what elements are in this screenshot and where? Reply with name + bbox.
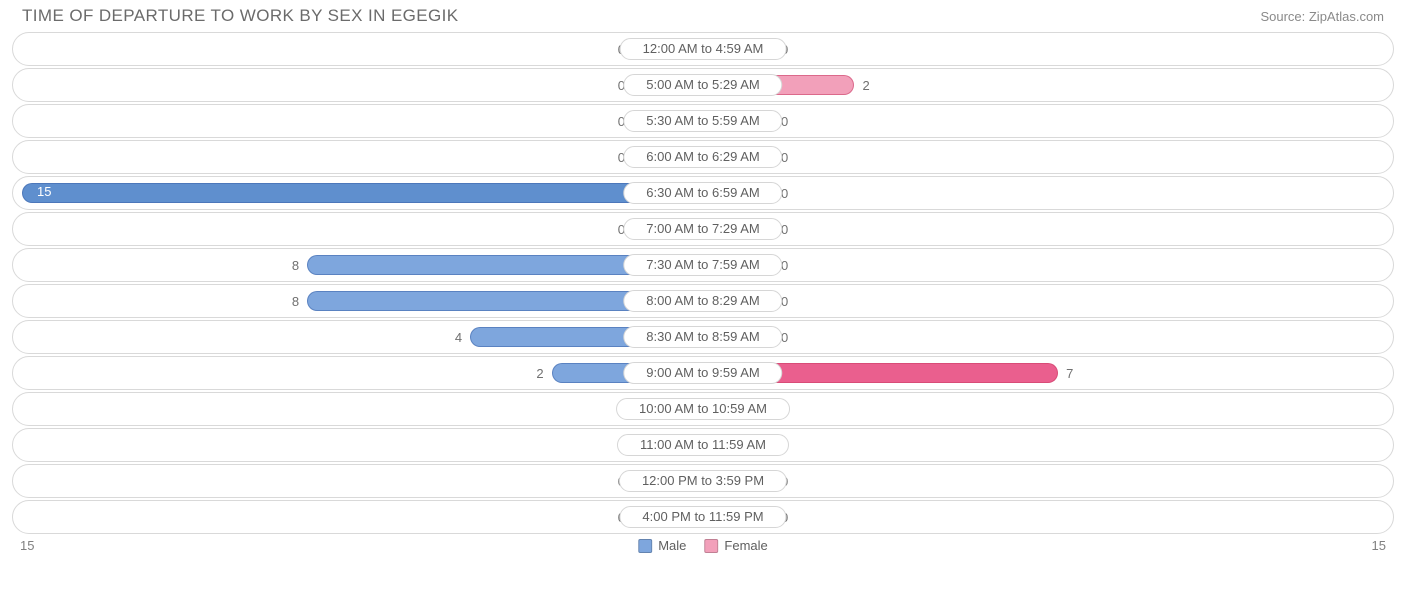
female-value: 2 xyxy=(854,78,877,93)
source-attribution: Source: ZipAtlas.com xyxy=(1260,9,1384,24)
chart-row: 0012:00 AM to 4:59 AM xyxy=(12,32,1394,66)
row-label: 5:00 AM to 5:29 AM xyxy=(623,74,782,96)
chart-row: 1506:30 AM to 6:59 AM xyxy=(12,176,1394,210)
chart-row: 007:00 AM to 7:29 AM xyxy=(12,212,1394,246)
row-label: 6:30 AM to 6:59 AM xyxy=(623,182,782,204)
female-value: 7 xyxy=(1058,366,1081,381)
male-swatch xyxy=(638,539,652,553)
male-value: 2 xyxy=(528,366,551,381)
chart-body: 0012:00 AM to 4:59 AM025:00 AM to 5:29 A… xyxy=(0,32,1406,534)
male-value: 8 xyxy=(284,258,307,273)
male-value: 8 xyxy=(284,294,307,309)
row-label: 6:00 AM to 6:29 AM xyxy=(623,146,782,168)
legend-male-label: Male xyxy=(658,538,686,553)
chart-row: 006:00 AM to 6:29 AM xyxy=(12,140,1394,174)
legend-female-label: Female xyxy=(724,538,767,553)
axis-max-right: 15 xyxy=(1372,538,1386,553)
chart-row: 0012:00 PM to 3:59 PM xyxy=(12,464,1394,498)
row-label: 12:00 PM to 3:59 PM xyxy=(619,470,787,492)
chart-row: 2 7 9:00 AM to 9:59 AM xyxy=(12,356,1394,390)
legend: Male Female xyxy=(638,538,768,553)
female-swatch xyxy=(704,539,718,553)
axis-max-left: 15 xyxy=(20,538,34,553)
chart-row: 0010:00 AM to 10:59 AM xyxy=(12,392,1394,426)
row-label: 4:00 PM to 11:59 PM xyxy=(619,506,786,528)
row-label: 5:30 AM to 5:59 AM xyxy=(623,110,782,132)
legend-male: Male xyxy=(638,538,686,553)
row-label: 8:00 AM to 8:29 AM xyxy=(623,290,782,312)
row-label: 11:00 AM to 11:59 AM xyxy=(617,434,789,456)
chart-title: TIME OF DEPARTURE TO WORK BY SEX IN EGEG… xyxy=(22,6,459,26)
chart-row: 005:30 AM to 5:59 AM xyxy=(12,104,1394,138)
chart-row: 408:30 AM to 8:59 AM xyxy=(12,320,1394,354)
row-label: 9:00 AM to 9:59 AM xyxy=(623,362,782,384)
row-label: 12:00 AM to 4:59 AM xyxy=(620,38,787,60)
row-label: 7:00 AM to 7:29 AM xyxy=(623,218,782,240)
male-value: 15 xyxy=(29,184,59,199)
chart-row: 808:00 AM to 8:29 AM xyxy=(12,284,1394,318)
chart-row: 0011:00 AM to 11:59 AM xyxy=(12,428,1394,462)
chart-row: 004:00 PM to 11:59 PM xyxy=(12,500,1394,534)
legend-female: Female xyxy=(704,538,767,553)
male-value: 4 xyxy=(447,330,470,345)
male-bar: 15 xyxy=(22,183,703,203)
chart-row: 807:30 AM to 7:59 AM xyxy=(12,248,1394,282)
row-label: 8:30 AM to 8:59 AM xyxy=(623,326,782,348)
row-label: 10:00 AM to 10:59 AM xyxy=(616,398,790,420)
chart-row: 025:00 AM to 5:29 AM xyxy=(12,68,1394,102)
row-label: 7:30 AM to 7:59 AM xyxy=(623,254,782,276)
